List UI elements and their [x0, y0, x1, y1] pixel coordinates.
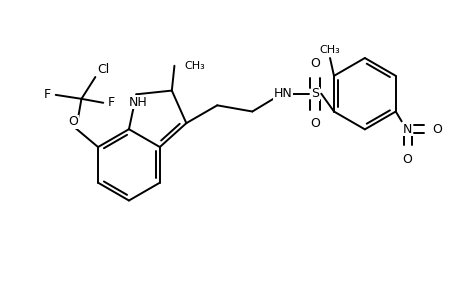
Text: CH₃: CH₃: [319, 45, 340, 55]
Text: O: O: [310, 58, 319, 70]
Text: S: S: [311, 87, 319, 100]
Text: N: N: [402, 123, 411, 136]
Text: O: O: [68, 115, 78, 128]
Text: F: F: [44, 88, 51, 101]
Text: CH₃: CH₃: [184, 61, 205, 71]
Text: F: F: [107, 96, 114, 109]
Text: NH: NH: [129, 96, 147, 109]
Text: O: O: [431, 123, 442, 136]
Text: Cl: Cl: [97, 63, 109, 76]
Text: HN: HN: [273, 87, 292, 100]
Text: O: O: [310, 117, 319, 130]
Text: O: O: [402, 153, 412, 166]
